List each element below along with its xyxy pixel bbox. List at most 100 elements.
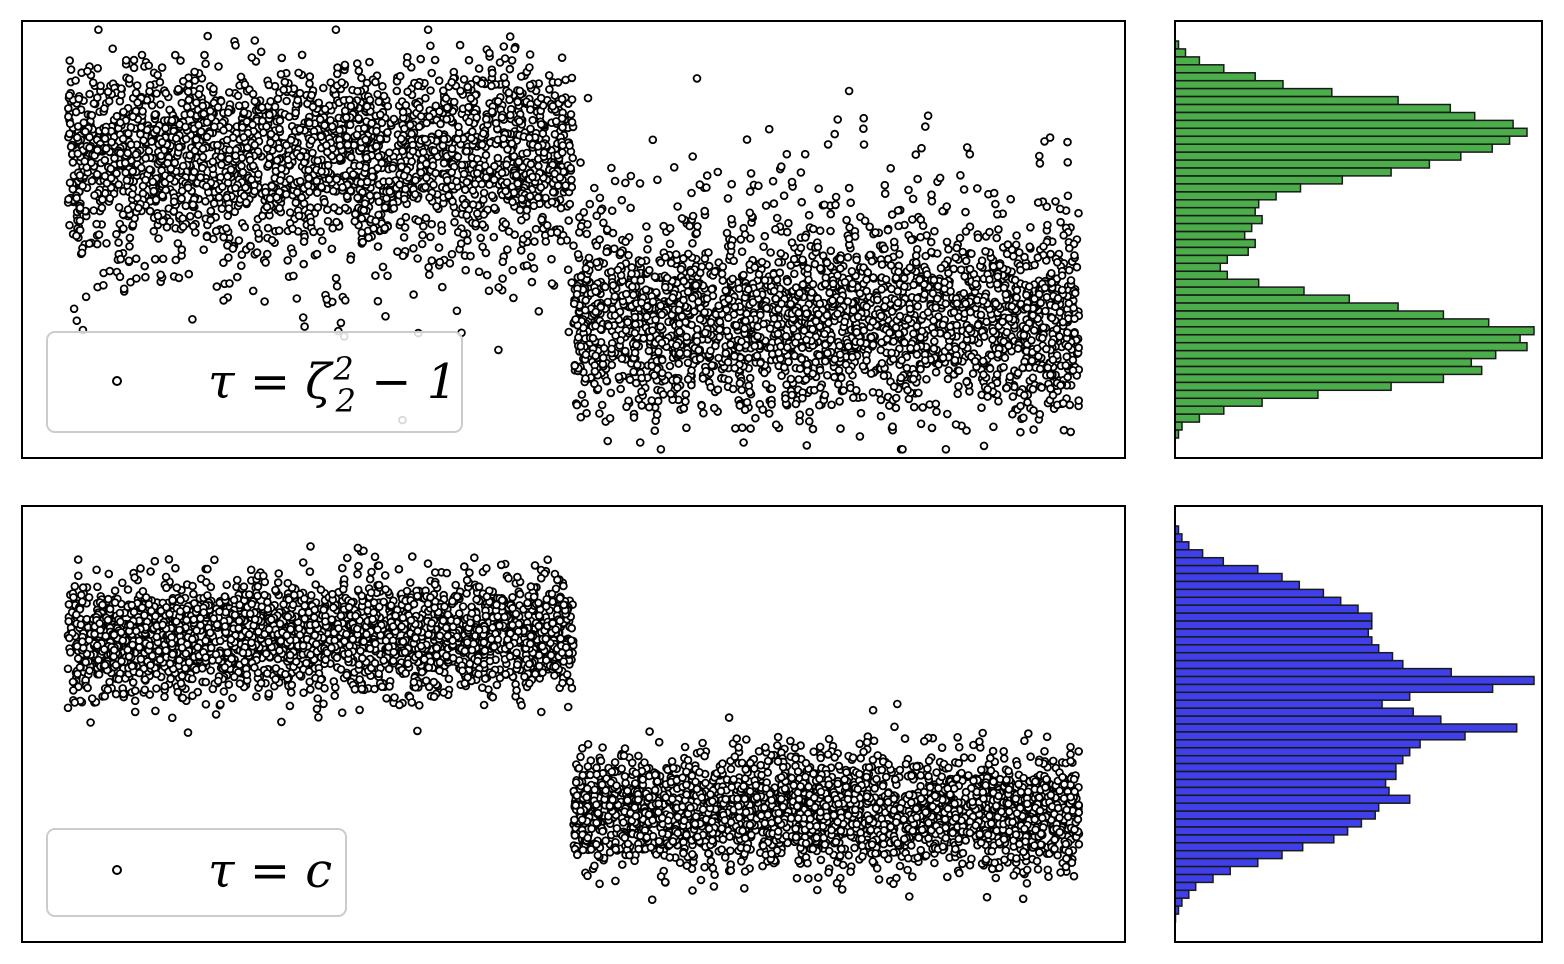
scatter-point: [759, 319, 768, 329]
scatter-point: [307, 90, 316, 100]
scatter-point: [866, 369, 876, 378]
scatter-point: [816, 383, 825, 392]
scatter-point: [272, 156, 282, 165]
scatter-point: [913, 301, 922, 311]
scatter-point: [437, 282, 447, 292]
scatter-point: [285, 208, 295, 217]
scatter-point: [317, 236, 327, 245]
scatter-point: [550, 91, 560, 100]
scatter-point: [739, 438, 748, 447]
scatter-point: [636, 276, 646, 285]
scatter-point: [632, 360, 642, 370]
scatter-point: [275, 176, 285, 185]
scatter-point: [745, 387, 755, 397]
scatter-point: [555, 173, 565, 183]
scatter-point: [843, 297, 853, 306]
scatter-point: [240, 80, 250, 89]
scatter-point: [635, 179, 645, 188]
scatter-point: [222, 135, 232, 145]
scatter-point: [115, 272, 125, 282]
scatter-point: [576, 158, 585, 167]
scatter-point: [514, 157, 524, 167]
scatter-point: [198, 152, 208, 162]
scatter-point: [367, 172, 377, 182]
scatter-point: [342, 132, 352, 142]
scatter-point: [1047, 313, 1057, 323]
scatter-point: [658, 390, 668, 399]
scatter-point: [100, 104, 109, 113]
scatter-point: [911, 251, 921, 260]
scatter-point: [825, 288, 834, 298]
scatter-point: [687, 188, 696, 198]
scatter-point: [795, 410, 805, 420]
scatter-point: [348, 170, 358, 179]
scatter-point: [654, 347, 663, 357]
scatter-point: [935, 173, 945, 183]
scatter-point: [200, 50, 209, 60]
scatter-point: [880, 302, 889, 311]
scatter-point: [114, 203, 124, 212]
scatter-point: [912, 293, 922, 303]
scatter-point: [931, 367, 941, 377]
scatter-point: [503, 145, 512, 154]
scatter-point: [826, 209, 835, 219]
scatter-point: [293, 95, 303, 105]
scatter-point: [991, 299, 1001, 309]
scatter-point: [275, 116, 285, 125]
scatter-point: [445, 258, 455, 268]
scatter-point: [791, 399, 801, 409]
scatter-point: [567, 118, 577, 127]
scatter-point: [641, 285, 651, 295]
scatter-point: [739, 270, 748, 280]
scatter-point: [305, 72, 315, 81]
scatter-point: [364, 233, 373, 243]
scatter-point: [295, 125, 305, 134]
scatter-point: [209, 199, 219, 208]
scatter-point: [547, 279, 557, 288]
scatter-point: [149, 226, 159, 236]
scatter-point: [250, 140, 260, 150]
scatter-point: [657, 355, 667, 365]
scatter-point: [73, 149, 83, 158]
scatter-point: [781, 331, 791, 341]
scatter-point: [171, 134, 181, 143]
scatter-point: [629, 290, 638, 300]
scatter-point: [941, 299, 951, 309]
scatter-point: [1019, 413, 1028, 423]
scatter-point: [424, 270, 434, 280]
scatter-point: [174, 84, 183, 94]
scatter-point: [991, 199, 1000, 209]
scatter-point: [64, 195, 73, 204]
scatter-point: [728, 384, 738, 394]
scatter-point: [590, 367, 600, 376]
scatter-point: [85, 143, 94, 153]
scatter-point: [582, 229, 592, 239]
scatter-point: [631, 340, 641, 350]
scatter-point: [340, 203, 350, 213]
scatter-point: [430, 146, 439, 156]
scatter-point: [434, 129, 444, 138]
scatter-point: [254, 229, 263, 238]
scatter-point: [508, 265, 518, 275]
scatter-point: [569, 241, 578, 251]
scatter-point: [581, 264, 591, 273]
scatter-point: [750, 341, 759, 351]
scatter-point: [908, 194, 918, 204]
scatter-point: [410, 190, 420, 199]
scatter-point: [285, 175, 295, 184]
scatter-point: [856, 338, 865, 347]
scatter-point: [466, 251, 475, 261]
scatter-point: [105, 266, 115, 276]
scatter-point: [993, 272, 1002, 281]
scatter-point: [381, 311, 390, 321]
scatter-point: [905, 263, 915, 273]
scatter-point: [830, 372, 839, 382]
scatter-point: [607, 206, 617, 216]
scatter-point: [1035, 409, 1045, 419]
scatter-point: [157, 63, 167, 72]
scatter-point: [862, 286, 871, 296]
scatter-point: [151, 195, 161, 205]
scatter-point: [223, 108, 233, 117]
scatter-point: [954, 381, 963, 391]
scatter-point: [581, 374, 590, 383]
